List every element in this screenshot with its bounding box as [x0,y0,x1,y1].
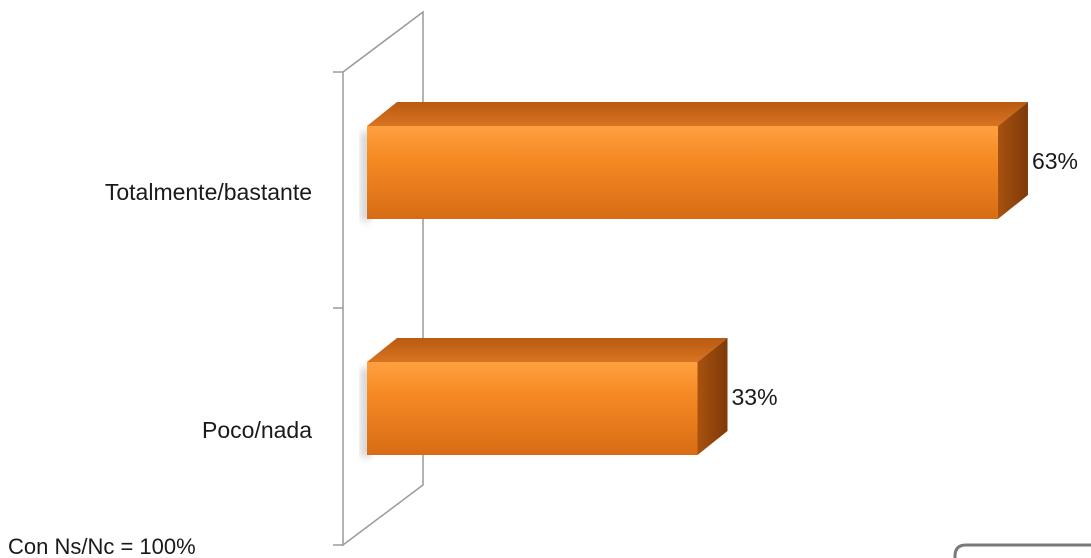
bar-shadow [361,132,371,221]
value-label: 33% [732,384,778,410]
bar-side-face [997,102,1028,219]
axis-wall-panel [342,10,424,547]
bar [361,102,1028,221]
bar-front-face [367,126,998,219]
category-label: Poco/nada [202,417,312,443]
bar-side-face [697,338,728,455]
note-label: Con Ns/Nc = 100% [8,534,196,558]
value-label: 63% [1032,148,1078,174]
axis-wall [333,10,424,547]
bar-front-face [367,362,698,455]
corner-box-outline [953,543,1091,558]
bar-shadow [361,368,371,457]
bars-group: 63% 33% [361,102,1078,457]
category-label: Totalmente/bastante [105,179,312,205]
bar-top-face [367,338,728,362]
bar [361,338,728,457]
bar-top-face [367,102,1028,126]
